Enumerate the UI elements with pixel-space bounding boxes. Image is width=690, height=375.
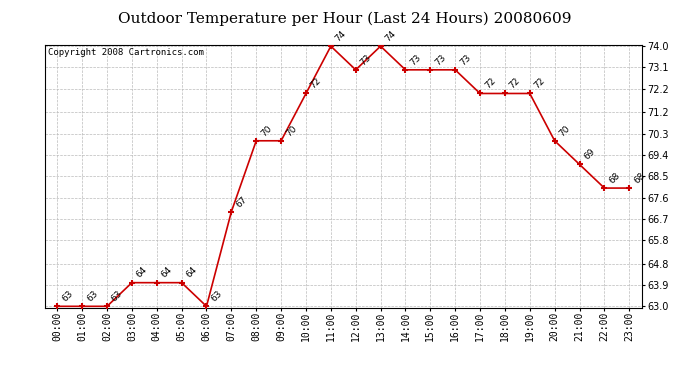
Text: Copyright 2008 Cartronics.com: Copyright 2008 Cartronics.com bbox=[48, 48, 204, 57]
Text: 73: 73 bbox=[408, 53, 423, 67]
Text: 67: 67 bbox=[234, 195, 248, 209]
Text: 74: 74 bbox=[334, 29, 348, 44]
Text: 63: 63 bbox=[110, 289, 124, 303]
Text: 73: 73 bbox=[458, 53, 473, 67]
Text: 72: 72 bbox=[533, 76, 547, 91]
Text: 69: 69 bbox=[582, 147, 597, 162]
Text: 70: 70 bbox=[284, 123, 298, 138]
Text: 63: 63 bbox=[85, 289, 99, 303]
Text: 68: 68 bbox=[607, 171, 622, 185]
Text: 70: 70 bbox=[558, 123, 572, 138]
Text: 72: 72 bbox=[308, 76, 323, 91]
Text: 72: 72 bbox=[508, 76, 522, 91]
Text: 64: 64 bbox=[159, 266, 174, 280]
Text: 64: 64 bbox=[184, 266, 199, 280]
Text: 64: 64 bbox=[135, 266, 149, 280]
Text: 63: 63 bbox=[60, 289, 75, 303]
Text: 72: 72 bbox=[483, 76, 497, 91]
Text: 73: 73 bbox=[433, 53, 448, 67]
Text: Outdoor Temperature per Hour (Last 24 Hours) 20080609: Outdoor Temperature per Hour (Last 24 Ho… bbox=[118, 11, 572, 26]
Text: 63: 63 bbox=[209, 289, 224, 303]
Text: 74: 74 bbox=[384, 29, 397, 44]
Text: 70: 70 bbox=[259, 123, 273, 138]
Text: 68: 68 bbox=[632, 171, 647, 185]
Text: 73: 73 bbox=[359, 53, 373, 67]
